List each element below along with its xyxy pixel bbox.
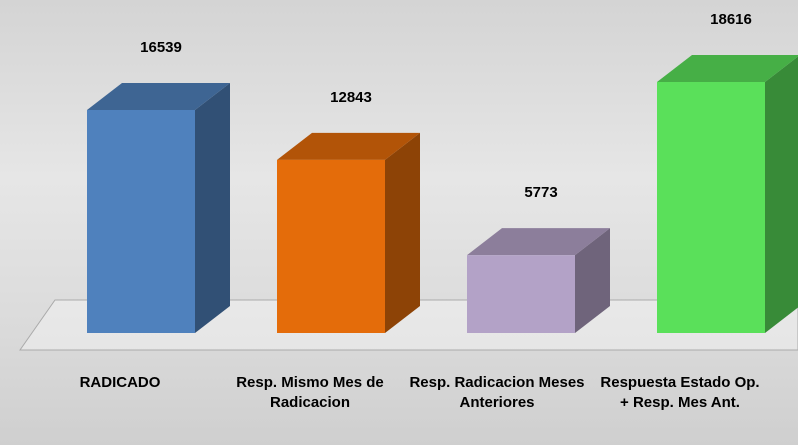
data-label: 16539 xyxy=(140,39,182,56)
bar-side xyxy=(195,83,230,333)
bar xyxy=(277,159,385,333)
bar-side xyxy=(575,228,610,333)
bar xyxy=(87,110,195,333)
data-label: 5773 xyxy=(524,184,557,201)
data-label: 12843 xyxy=(330,89,372,106)
data-label: 18616 xyxy=(710,11,752,28)
bar-side xyxy=(765,56,798,333)
bar-top xyxy=(657,55,798,82)
category-label: RADICADO xyxy=(79,374,161,391)
category-label: Resp. Radicacion Meses Anteriores xyxy=(409,374,585,411)
bar xyxy=(657,82,765,333)
bar-top xyxy=(277,132,420,160)
bar-top xyxy=(87,83,230,111)
bar-side xyxy=(385,132,420,333)
category-label: Respuesta Estado Op. + Resp. Mes Ant. xyxy=(600,374,760,411)
bar xyxy=(467,255,575,333)
bar-top xyxy=(467,228,610,256)
category-label: Resp. Mismo Mes de Radicacion xyxy=(236,374,384,411)
